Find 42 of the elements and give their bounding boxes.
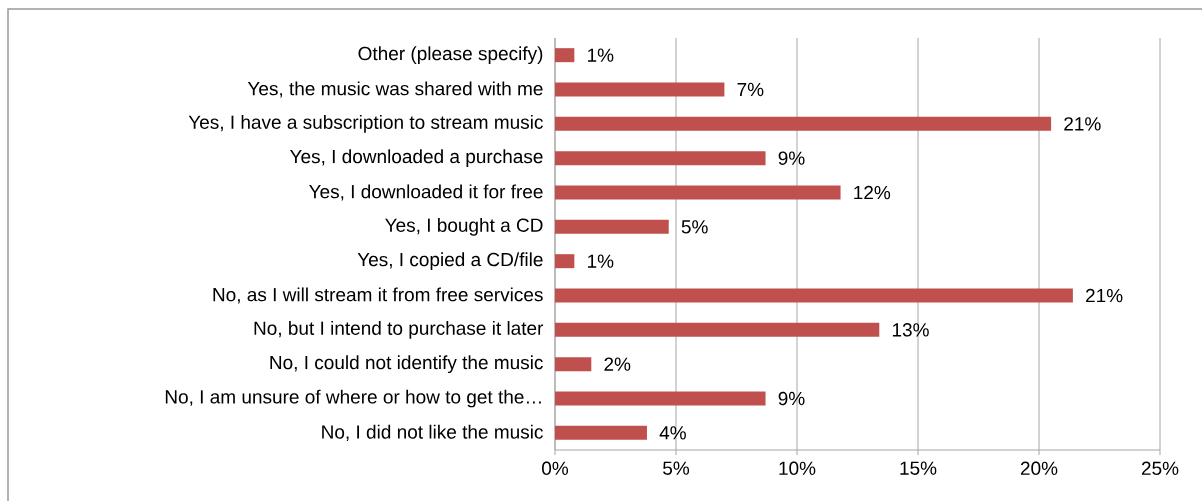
bar: [555, 48, 575, 63]
y-tick-label: No, but I intend to purchase it later: [254, 320, 544, 339]
bar: [555, 357, 592, 372]
y-tick-label: Yes, the music was shared with me: [247, 81, 543, 98]
bar: [555, 185, 841, 200]
data-label: 5%: [681, 220, 708, 234]
x-tick-label: 5%: [663, 461, 690, 475]
bar: [555, 82, 725, 97]
data-label: 9%: [778, 391, 805, 406]
y-tick-label: No, I did not like the music: [322, 424, 543, 441]
data-label: 12%: [854, 185, 891, 200]
x-tick-label: 25%: [1141, 461, 1179, 475]
y-tick-label: No, as I will stream it from free services: [213, 287, 543, 304]
bar: [555, 219, 669, 234]
y-tick-label: Yes, I bought a CD: [385, 217, 543, 236]
bar: [555, 254, 575, 269]
data-label: 4%: [659, 426, 686, 440]
x-tick-label: 10%: [779, 461, 816, 475]
data-label: 13%: [892, 323, 929, 337]
y-tick-label: Yes, I downloaded a purchase: [290, 149, 543, 168]
x-tick-label: 15%: [900, 461, 937, 475]
data-label: 1%: [588, 48, 614, 62]
y-tick-label: No, I could not identify the music: [270, 355, 543, 374]
bar: [555, 425, 647, 440]
data-label: 2%: [604, 357, 631, 371]
y-tick-label: Other (please specify): [358, 46, 543, 65]
x-tick-label: 0%: [542, 461, 569, 475]
y-tick-label: Yes, I downloaded it for free: [309, 184, 543, 201]
data-label: 21%: [1064, 117, 1101, 131]
bar: [555, 322, 880, 337]
bar: [555, 151, 766, 166]
y-tick-label: Yes, I have a subscription to stream music: [188, 114, 543, 133]
x-tick-label: 20%: [1020, 461, 1058, 475]
bar: [555, 288, 1073, 303]
y-tick-label: No, I am unsure of where or how to get the…: [165, 389, 541, 408]
data-label: 9%: [778, 151, 805, 165]
bar: [555, 391, 766, 406]
data-label: 21%: [1086, 288, 1123, 303]
data-label: 1%: [588, 254, 614, 268]
bar: [555, 116, 1052, 131]
y-tick-label: Yes, I copied a CD/file: [357, 252, 543, 271]
data-label: 7%: [737, 82, 764, 97]
